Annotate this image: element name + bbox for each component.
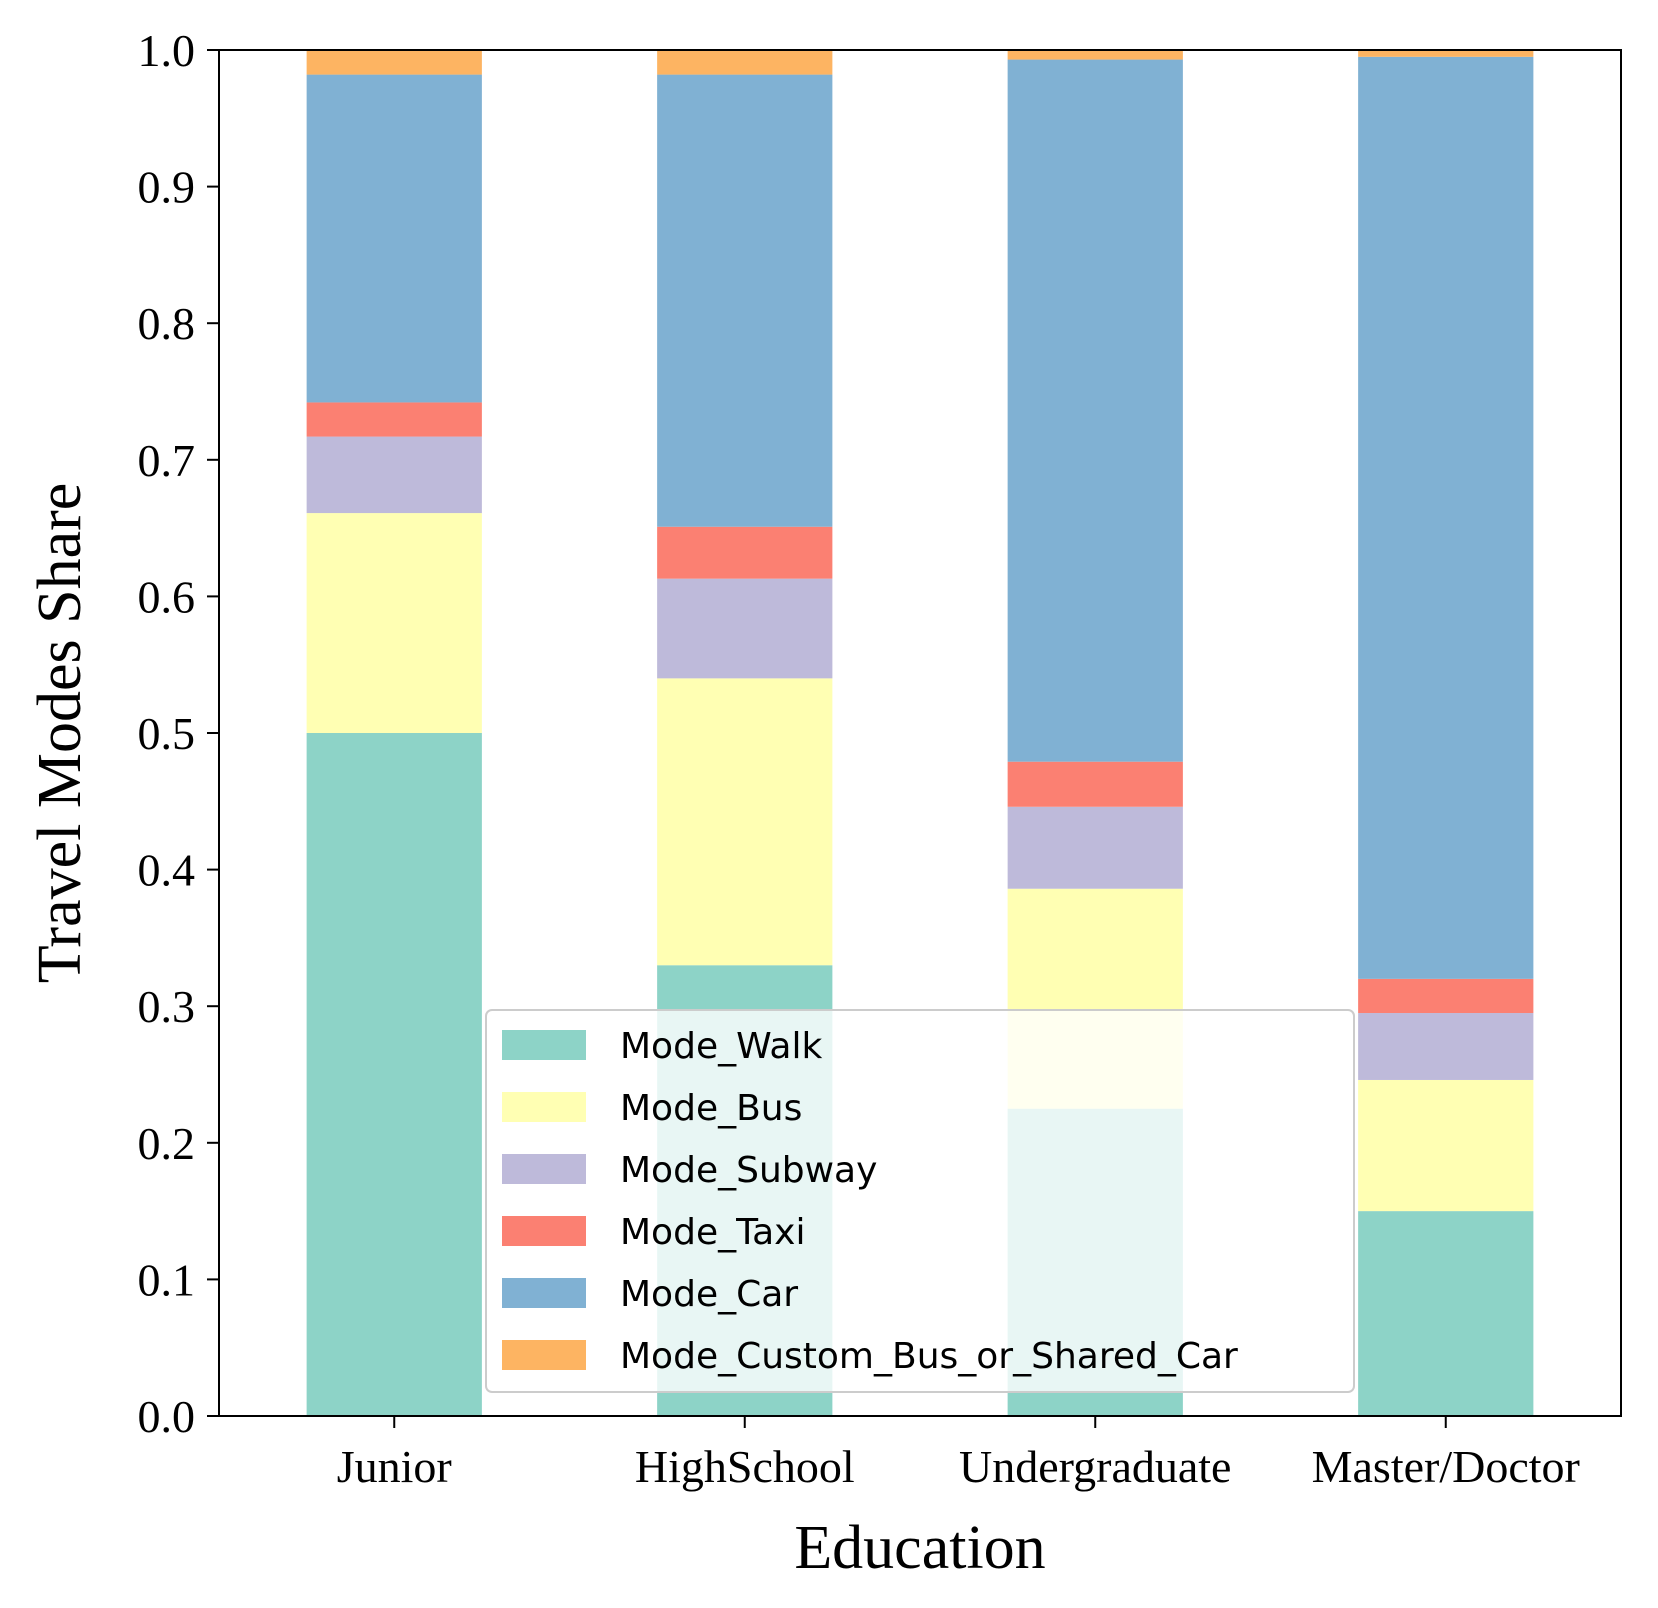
bar-segment-mode-custom-bus-or-shared-car-highschool [657, 50, 833, 75]
legend-box [485, 1009, 1355, 1393]
bar-segment-mode-subway-junior [306, 436, 482, 514]
y-tick-label: 0.2 [138, 1118, 196, 1169]
legend-swatch [502, 1340, 586, 1370]
bar-segment-mode-car-master-doctor [1358, 56, 1534, 979]
y-tick-label: 0.7 [138, 435, 196, 486]
x-tick-label: HighSchool [635, 1441, 855, 1492]
bar-segment-mode-taxi-master-doctor [1358, 978, 1534, 1014]
legend-label: Mode_Custom_Bus_or_Shared_Car [620, 1336, 1238, 1377]
legend-swatch [502, 1154, 586, 1184]
y-tick-label: 0.6 [138, 571, 196, 622]
bar-segment-mode-bus-highschool [657, 678, 833, 966]
x-tick-label: Master/Doctor [1312, 1441, 1580, 1492]
legend-label: Mode_Subway [620, 1150, 877, 1191]
y-tick-label: 0.0 [138, 1391, 196, 1442]
bar-segment-mode-subway-highschool [657, 578, 833, 679]
x-tick-label: Undergraduate [959, 1441, 1231, 1492]
x-tick-label: Junior [337, 1441, 452, 1492]
bar-segment-mode-car-junior [306, 74, 482, 403]
y-tick-label: 0.5 [138, 708, 196, 759]
bar-segment-mode-car-highschool [657, 74, 833, 527]
bar-segment-mode-walk-master-doctor [1358, 1211, 1534, 1416]
legend-label: Mode_Car [620, 1274, 798, 1315]
x-axis-title: Education [794, 1514, 1045, 1582]
bar-segment-mode-subway-undergraduate [1007, 806, 1183, 889]
y-tick-label: 1.0 [138, 25, 196, 76]
bar-segment-mode-car-undergraduate [1007, 59, 1183, 762]
legend-label: Mode_Bus [620, 1088, 802, 1129]
bar-segment-mode-bus-master-doctor [1358, 1079, 1534, 1212]
legend-swatch [502, 1092, 586, 1122]
bar-segment-mode-subway-master-doctor [1358, 1013, 1534, 1080]
legend: Mode_Walk Mode_Bus Mode_Subway Mode_Taxi Mod… [485, 1009, 1355, 1393]
bar-segment-mode-taxi-junior [306, 402, 482, 437]
x-axis: Junior HighSchool Undergraduate Master/Doct… [337, 1416, 1580, 1492]
bar-segment-mode-taxi-highschool [657, 526, 833, 579]
y-axis: 0.0 0.1 0.2 0.3 0.4 0.5 0.6 0.7 0.8 0.9 1.0 [138, 25, 219, 1442]
y-tick-label: 0.4 [138, 845, 196, 896]
y-tick-label: 0.8 [138, 298, 196, 349]
bar-segment-mode-walk-junior [306, 733, 482, 1416]
legend-swatch [502, 1216, 586, 1246]
legend-swatch [502, 1278, 586, 1308]
y-tick-label: 0.1 [138, 1254, 196, 1305]
y-tick-label: 0.3 [138, 981, 196, 1032]
bar-segment-mode-taxi-undergraduate [1007, 761, 1183, 807]
legend-label: Mode_Taxi [620, 1212, 805, 1253]
y-tick-label: 0.9 [138, 162, 196, 213]
bar-segment-mode-bus-junior [306, 513, 482, 733]
y-axis-title: Travel Modes Share [26, 483, 94, 984]
legend-label: Mode_Walk [620, 1026, 822, 1067]
bar-segment-mode-custom-bus-or-shared-car-master-doctor [1358, 50, 1534, 57]
bar-segment-mode-custom-bus-or-shared-car-undergraduate [1007, 50, 1183, 60]
legend-swatch [502, 1030, 586, 1060]
bar-segment-mode-custom-bus-or-shared-car-junior [306, 50, 482, 75]
